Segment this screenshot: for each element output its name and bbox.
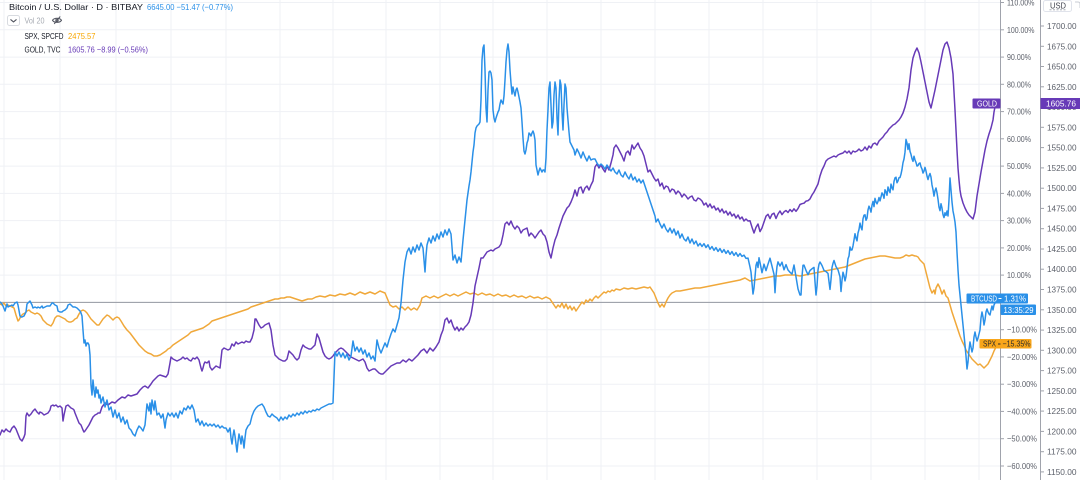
svg-text:90.00%: 90.00% xyxy=(1007,52,1031,62)
svg-text:1200.00: 1200.00 xyxy=(1047,426,1077,436)
svg-text:110.00%: 110.00% xyxy=(1007,0,1035,8)
svg-text:SPX, SPCFD: SPX, SPCFD xyxy=(25,31,64,41)
svg-text:GOLD, TVC: GOLD, TVC xyxy=(25,45,61,55)
svg-text:70.00%: 70.00% xyxy=(1007,107,1031,117)
svg-text:1150.00: 1150.00 xyxy=(1047,467,1077,477)
svg-text:GOLD: GOLD xyxy=(977,99,997,108)
svg-text:2475.57: 2475.57 xyxy=(68,31,96,41)
svg-text:Vol 20: Vol 20 xyxy=(25,16,45,25)
svg-text:1700.00: 1700.00 xyxy=(1047,21,1077,31)
svg-text:−30.00%: −30.00% xyxy=(1007,379,1037,389)
svg-text:1250.00: 1250.00 xyxy=(1047,386,1077,396)
svg-text:100.00%: 100.00% xyxy=(1007,25,1035,35)
svg-text:BTCUSD: BTCUSD xyxy=(971,294,997,303)
svg-text:1550.00: 1550.00 xyxy=(1047,143,1077,153)
svg-text:−40.00%: −40.00% xyxy=(1007,406,1037,416)
svg-text:−15.35%: −15.35% xyxy=(1003,340,1031,349)
svg-text:40.00%: 40.00% xyxy=(1007,188,1031,198)
svg-text:30.00%: 30.00% xyxy=(1007,216,1031,226)
svg-text:1375.00: 1375.00 xyxy=(1047,285,1077,295)
svg-text:60.00%: 60.00% xyxy=(1007,134,1031,144)
svg-text:−60.00%: −60.00% xyxy=(1007,461,1037,471)
svg-text:50.00%: 50.00% xyxy=(1007,161,1031,171)
svg-text:1525.00: 1525.00 xyxy=(1047,163,1077,173)
svg-text:1625.00: 1625.00 xyxy=(1047,82,1077,92)
svg-text:1575.00: 1575.00 xyxy=(1047,122,1077,132)
svg-text:1325.00: 1325.00 xyxy=(1047,325,1077,335)
svg-text:1175.00: 1175.00 xyxy=(1047,447,1077,457)
svg-text:1425.00: 1425.00 xyxy=(1047,244,1077,254)
svg-text:1225.00: 1225.00 xyxy=(1047,406,1077,416)
svg-text:1500.00: 1500.00 xyxy=(1047,183,1077,193)
svg-text:1650.00: 1650.00 xyxy=(1047,62,1077,72)
svg-text:1605.76 −8.99 (−0.56%): 1605.76 −8.99 (−0.56%) xyxy=(68,45,148,55)
svg-text:1450.00: 1450.00 xyxy=(1047,224,1077,234)
svg-text:6645.00 −51.47 (−0.77%): 6645.00 −51.47 (−0.77%) xyxy=(147,2,233,12)
svg-text:10.00%: 10.00% xyxy=(1007,270,1031,280)
svg-text:−50.00%: −50.00% xyxy=(1007,434,1037,444)
svg-text:1605.76: 1605.76 xyxy=(1046,100,1077,109)
svg-text:1275.00: 1275.00 xyxy=(1047,366,1077,376)
svg-text:Bitcoin / U.S. Dollar · D · BI: Bitcoin / U.S. Dollar · D · BITBAY xyxy=(9,2,143,12)
svg-text:−10.00%: −10.00% xyxy=(1007,325,1037,335)
svg-text:SPX: SPX xyxy=(983,340,997,349)
svg-text:1300.00: 1300.00 xyxy=(1047,345,1077,355)
svg-text:1400.00: 1400.00 xyxy=(1047,264,1077,274)
svg-text:−20.00%: −20.00% xyxy=(1007,352,1037,362)
svg-text:80.00%: 80.00% xyxy=(1007,79,1031,89)
svg-text:13:35:29: 13:35:29 xyxy=(1004,306,1035,315)
svg-text:20.00%: 20.00% xyxy=(1007,243,1031,253)
svg-text:USD: USD xyxy=(1050,1,1066,10)
svg-text:1675.00: 1675.00 xyxy=(1047,41,1077,51)
svg-text:1475.00: 1475.00 xyxy=(1047,203,1077,213)
svg-text:1.31%: 1.31% xyxy=(1004,294,1026,303)
svg-text:1350.00: 1350.00 xyxy=(1047,305,1077,315)
